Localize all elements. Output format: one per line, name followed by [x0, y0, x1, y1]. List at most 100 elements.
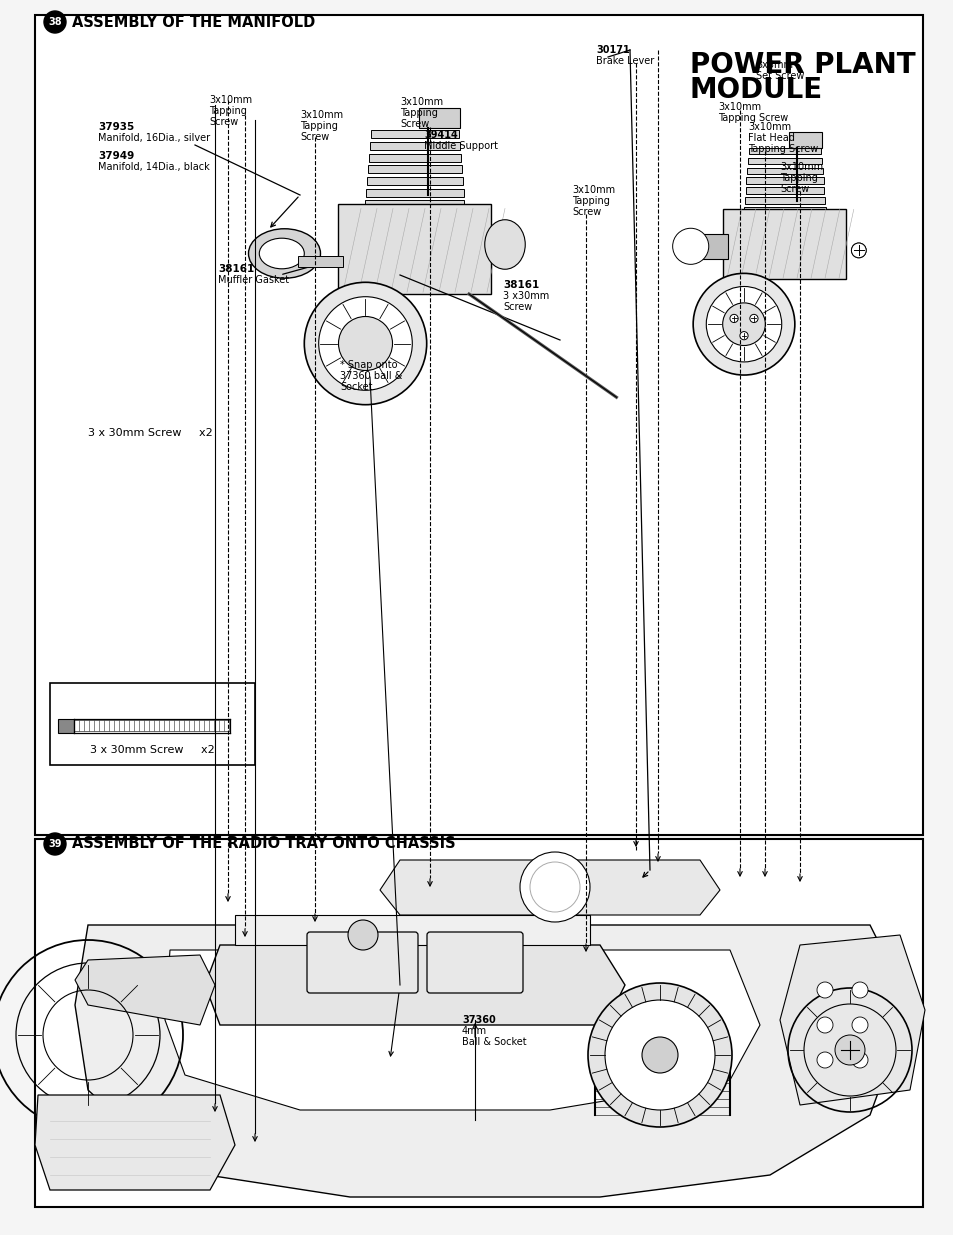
- Bar: [746, 168, 821, 174]
- Circle shape: [729, 315, 738, 322]
- Bar: [722, 210, 845, 279]
- Text: 3x10mm: 3x10mm: [780, 162, 822, 172]
- Bar: [369, 153, 460, 162]
- Ellipse shape: [259, 238, 304, 269]
- Bar: [58, 719, 74, 734]
- Text: Tapping: Tapping: [572, 196, 609, 206]
- Bar: [744, 198, 824, 204]
- Bar: [690, 233, 727, 258]
- Ellipse shape: [248, 228, 320, 278]
- Bar: [50, 683, 254, 764]
- Text: 39414: 39414: [423, 130, 457, 140]
- Text: ASSEMBLY OF THE RADIO TRAY ONTO CHASSIS: ASSEMBLY OF THE RADIO TRAY ONTO CHASSIS: [71, 836, 456, 851]
- Circle shape: [348, 920, 377, 950]
- Text: Tapping Screw: Tapping Screw: [747, 144, 818, 154]
- Circle shape: [705, 287, 781, 362]
- Text: 38: 38: [49, 17, 62, 27]
- Bar: [366, 189, 463, 196]
- Text: 3x10mm: 3x10mm: [747, 122, 790, 132]
- Text: Muffler Gasket: Muffler Gasket: [218, 275, 289, 285]
- Text: Tapping: Tapping: [780, 173, 817, 183]
- Text: Screw: Screw: [209, 117, 238, 127]
- Text: Screw: Screw: [399, 119, 429, 128]
- Circle shape: [641, 1037, 678, 1073]
- Text: 3x10mm: 3x10mm: [399, 98, 442, 107]
- FancyBboxPatch shape: [427, 932, 522, 993]
- Text: Tapping: Tapping: [299, 121, 337, 131]
- Polygon shape: [234, 915, 589, 945]
- Ellipse shape: [484, 220, 525, 269]
- Text: Socket.: Socket.: [339, 382, 375, 391]
- Text: Middle Support: Middle Support: [423, 141, 497, 151]
- Circle shape: [850, 243, 865, 258]
- Circle shape: [851, 1052, 867, 1068]
- Text: 37360: 37360: [461, 1015, 496, 1025]
- Circle shape: [722, 303, 764, 346]
- Text: 4mm: 4mm: [461, 1026, 487, 1036]
- Circle shape: [850, 243, 865, 258]
- Text: 3x10mm: 3x10mm: [299, 110, 343, 120]
- Circle shape: [318, 296, 412, 390]
- Text: 39: 39: [49, 839, 62, 848]
- Text: Tapping: Tapping: [209, 106, 247, 116]
- Text: 3x10mm: 3x10mm: [718, 103, 760, 112]
- Circle shape: [816, 1052, 832, 1068]
- Text: 3 x 30mm Screw     x2: 3 x 30mm Screw x2: [90, 745, 214, 755]
- FancyBboxPatch shape: [307, 932, 417, 993]
- Bar: [747, 158, 821, 164]
- Bar: [370, 142, 459, 149]
- Circle shape: [816, 1016, 832, 1032]
- Text: MODULE: MODULE: [689, 77, 822, 104]
- Bar: [297, 256, 343, 267]
- Text: Screw: Screw: [502, 303, 532, 312]
- Text: 3x3mm: 3x3mm: [755, 61, 792, 70]
- Text: POWER PLANT: POWER PLANT: [689, 51, 915, 79]
- Bar: [367, 177, 462, 185]
- Text: Ball & Socket: Ball & Socket: [461, 1037, 526, 1047]
- Bar: [35, 839, 923, 1207]
- Text: Flat Head: Flat Head: [747, 133, 794, 143]
- Circle shape: [338, 316, 392, 370]
- Bar: [745, 188, 823, 194]
- Bar: [745, 178, 822, 184]
- Circle shape: [304, 283, 426, 405]
- Bar: [371, 130, 458, 138]
- Circle shape: [604, 1000, 714, 1110]
- Circle shape: [587, 983, 731, 1128]
- Text: 37360 ball &: 37360 ball &: [339, 370, 402, 382]
- Bar: [419, 107, 459, 127]
- Polygon shape: [35, 1095, 234, 1191]
- Circle shape: [44, 832, 66, 855]
- Text: 30171: 30171: [596, 44, 629, 56]
- Circle shape: [740, 331, 747, 340]
- Text: Brake Lever: Brake Lever: [596, 56, 654, 65]
- Bar: [365, 200, 464, 209]
- Text: ASSEMBLY OF THE MANIFOLD: ASSEMBLY OF THE MANIFOLD: [71, 15, 314, 30]
- Text: 3 x30mm: 3 x30mm: [502, 291, 549, 301]
- Text: 37935: 37935: [98, 122, 134, 132]
- Circle shape: [693, 273, 794, 375]
- Text: 3x10mm: 3x10mm: [572, 185, 615, 195]
- Bar: [338, 204, 491, 294]
- Polygon shape: [780, 935, 924, 1105]
- Circle shape: [816, 982, 832, 998]
- Text: 3 x 30mm Screw     x2: 3 x 30mm Screw x2: [88, 429, 213, 438]
- Polygon shape: [165, 950, 760, 1110]
- Circle shape: [519, 852, 589, 923]
- Text: Manifold, 16Dia., silver: Manifold, 16Dia., silver: [98, 133, 210, 143]
- Circle shape: [672, 228, 708, 264]
- Bar: [743, 207, 825, 214]
- Bar: [368, 165, 461, 173]
- Bar: [35, 15, 923, 835]
- Circle shape: [749, 315, 758, 322]
- Text: Set Screw: Set Screw: [755, 70, 803, 82]
- Text: 3x10mm: 3x10mm: [209, 95, 252, 105]
- Bar: [788, 131, 821, 148]
- Text: 37949: 37949: [98, 151, 134, 161]
- Text: Screw: Screw: [299, 132, 329, 142]
- Bar: [748, 148, 821, 154]
- Circle shape: [851, 982, 867, 998]
- Text: Manifold, 14Dia., black: Manifold, 14Dia., black: [98, 162, 210, 172]
- Circle shape: [851, 1016, 867, 1032]
- Circle shape: [834, 1035, 864, 1065]
